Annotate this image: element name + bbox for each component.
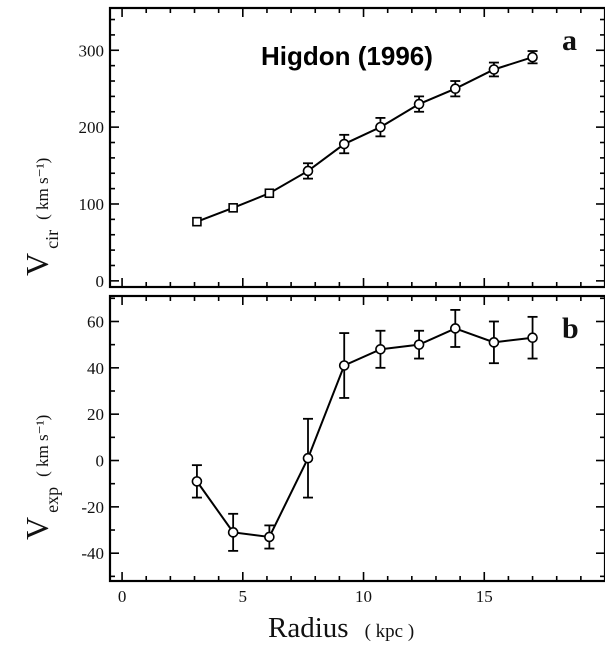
- panel-a-y-tick-labels: 0 100 200 300: [79, 41, 105, 291]
- data-point: [375, 343, 386, 355]
- data-point: [449, 83, 461, 95]
- data-point: [338, 138, 350, 150]
- data-point: [192, 216, 202, 227]
- y-tick-label: 0: [96, 272, 105, 291]
- y-tick-label: 100: [79, 195, 105, 214]
- data-point: [264, 188, 275, 199]
- series-line: [196, 327, 533, 539]
- y-tick-label: 60: [87, 312, 104, 331]
- x-tick-label: 0: [118, 587, 127, 606]
- y-tick-label: 200: [79, 118, 105, 137]
- data-point: [449, 323, 461, 334]
- data-point: [527, 332, 538, 344]
- data-point: [338, 360, 350, 371]
- panel-b-y-tick-labels: -40 -20 0 20 40 60: [81, 312, 104, 563]
- y-tick-label: 0: [96, 452, 105, 471]
- x-tick-label: 15: [476, 587, 493, 606]
- panel-b-frame: [108, 294, 605, 583]
- series-line: [196, 56, 533, 223]
- source-annotation: Higdon (1996): [261, 41, 433, 71]
- panel-a-frame: [108, 6, 605, 289]
- y-tick-label: -40: [81, 544, 104, 563]
- data-point: [375, 121, 386, 133]
- data-point: [264, 531, 275, 543]
- panel-a-ticks: [110, 8, 605, 287]
- data-point: [413, 98, 425, 110]
- y-tick-label: -20: [81, 498, 104, 517]
- panel-b-y-axis-label: V exp ( km s⁻¹): [19, 415, 62, 540]
- panel-a-y-axis-label: V cir ( km s⁻¹): [19, 158, 62, 276]
- panel-a-letter: a: [562, 24, 577, 57]
- x-tick-labels: 0 5 10 15: [118, 587, 493, 606]
- data-point: [228, 203, 238, 213]
- y-tick-label: 40: [87, 359, 104, 378]
- data-point: [302, 452, 314, 464]
- y-tick-label: 300: [79, 41, 105, 60]
- x-axis-label: Radius ( kpc ): [268, 612, 414, 644]
- data-point: [227, 527, 239, 538]
- x-tick-label: 5: [239, 587, 248, 606]
- panel-a-series: [192, 50, 538, 227]
- data-point: [191, 476, 203, 487]
- data-point: [527, 51, 538, 63]
- y-tick-label: 20: [87, 405, 104, 424]
- x-tick-label: 10: [355, 587, 372, 606]
- panel-b-series: [191, 309, 538, 552]
- data-point: [413, 339, 425, 350]
- data-point: [488, 64, 500, 75]
- panel-b-letter: b: [562, 312, 579, 345]
- data-point: [302, 165, 314, 177]
- panel-b-ticks: [110, 296, 605, 581]
- data-point: [488, 337, 500, 348]
